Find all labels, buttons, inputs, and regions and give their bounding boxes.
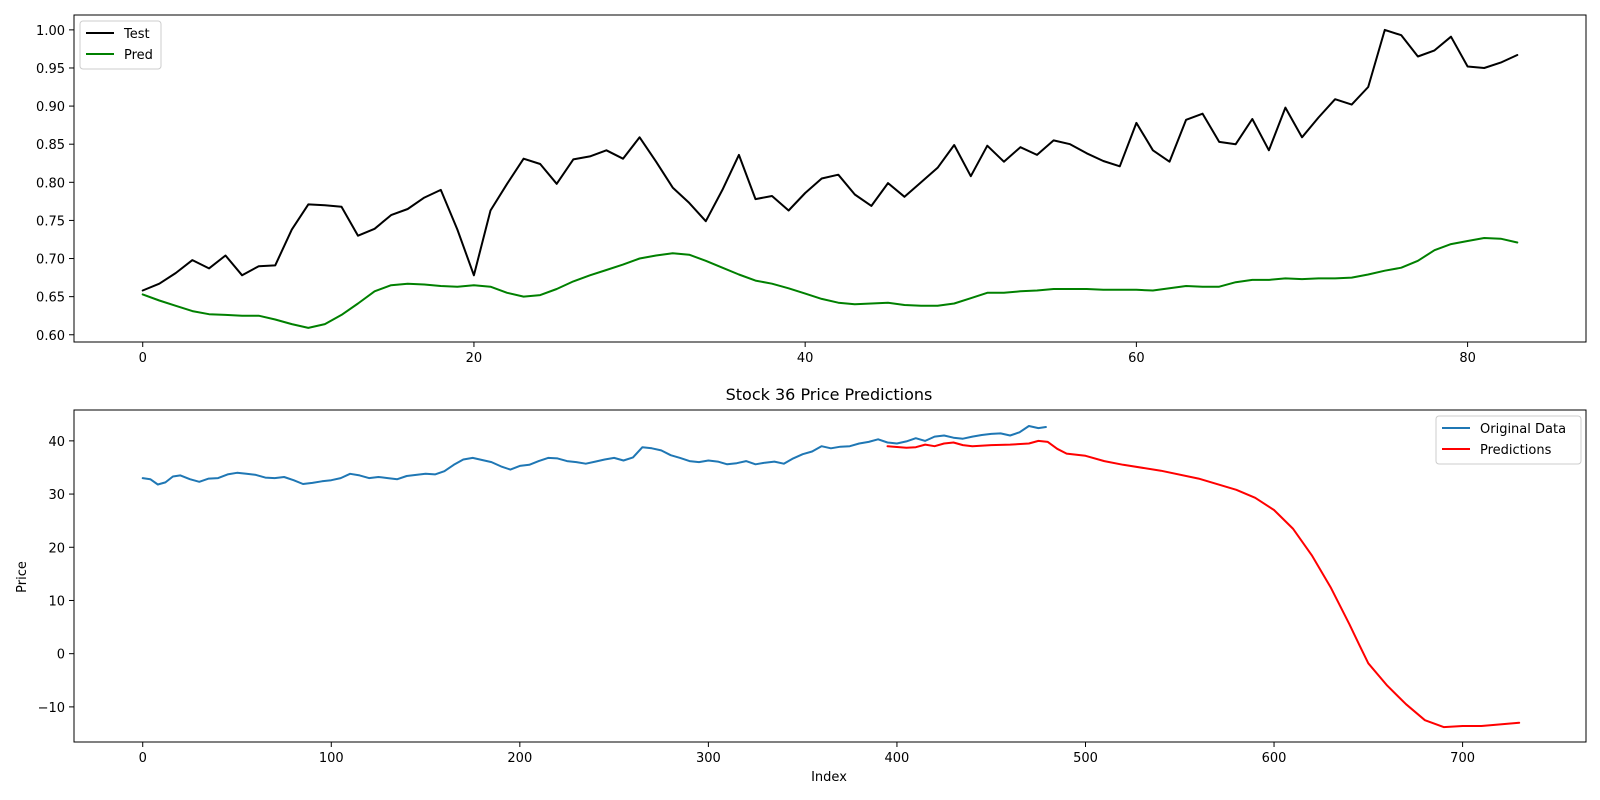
y-tick-label: 0 xyxy=(57,648,65,663)
bottom-chart-legend: Original Data Predictions xyxy=(1435,415,1582,465)
series-line-original-data xyxy=(141,425,1047,486)
bottom-chart: Stock 36 Price Predictions 0 100 200 300 400… xyxy=(15,385,1587,785)
top-chart-frame xyxy=(73,14,1587,343)
y-tick-label: 0.65 xyxy=(36,291,65,306)
x-tick-label: 0 xyxy=(139,751,147,766)
top-chart-x-axis: 0 20 40 60 80 xyxy=(139,342,1476,366)
x-tick-label: 20 xyxy=(466,351,483,366)
y-tick-label: 0.75 xyxy=(36,214,65,229)
y-tick-label: 0.85 xyxy=(36,138,65,153)
x-tick-label: 500 xyxy=(1073,751,1098,766)
legend-label-original-data: Original Data xyxy=(1480,422,1566,437)
series-line-test xyxy=(141,28,1519,292)
bottom-chart-legend-box xyxy=(1435,415,1582,465)
series-line-predictions xyxy=(886,439,1521,729)
y-tick-label: 0.90 xyxy=(36,100,65,115)
x-tick-label: 300 xyxy=(696,751,721,766)
top-chart-y-axis: 0.60 0.65 0.70 0.75 0.80 0.85 0.90 0.95 1.00 xyxy=(36,24,74,344)
y-tick-label: 20 xyxy=(48,541,65,556)
legend-label-pred: Pred xyxy=(124,48,153,63)
bottom-chart-frame xyxy=(73,409,1587,743)
y-tick-label: 0.80 xyxy=(36,176,65,191)
y-tick-label: 40 xyxy=(48,435,65,450)
x-tick-label: 400 xyxy=(885,751,910,766)
x-tick-label: 40 xyxy=(797,351,814,366)
y-tick-label: −10 xyxy=(38,701,65,716)
legend-label-predictions: Predictions xyxy=(1480,443,1552,458)
bottom-chart-x-axis: 0 100 200 300 400 500 600 700 xyxy=(139,742,1475,766)
bottom-chart-y-axis-label: Price xyxy=(15,561,30,593)
top-chart-plot-area xyxy=(141,28,1519,329)
legend-label-test: Test xyxy=(123,27,150,42)
series-line-pred xyxy=(141,237,1519,329)
y-tick-label: 0.70 xyxy=(36,253,65,268)
x-tick-label: 60 xyxy=(1128,351,1145,366)
y-tick-label: 10 xyxy=(48,594,65,609)
y-tick-label: 30 xyxy=(48,488,65,503)
x-tick-label: 600 xyxy=(1262,751,1287,766)
x-tick-label: 200 xyxy=(507,751,532,766)
bottom-chart-plot-area xyxy=(141,425,1521,729)
x-tick-label: 100 xyxy=(319,751,344,766)
y-tick-label: 0.60 xyxy=(36,329,65,344)
x-tick-label: 80 xyxy=(1459,351,1476,366)
x-tick-label: 700 xyxy=(1450,751,1475,766)
y-tick-label: 0.95 xyxy=(36,62,65,77)
x-tick-label: 0 xyxy=(139,351,147,366)
bottom-chart-title: Stock 36 Price Predictions xyxy=(726,385,933,404)
top-chart: 0 20 40 60 80 0.600.650.700.750.800.850.900.… xyxy=(36,14,1587,366)
bottom-chart-y-axis: −10 0 10 20 30 40 xyxy=(38,435,74,716)
bottom-chart-x-axis-label: Index xyxy=(811,770,847,785)
top-chart-legend: Test Pred xyxy=(79,20,162,70)
y-tick-label: 1.00 xyxy=(36,24,65,39)
